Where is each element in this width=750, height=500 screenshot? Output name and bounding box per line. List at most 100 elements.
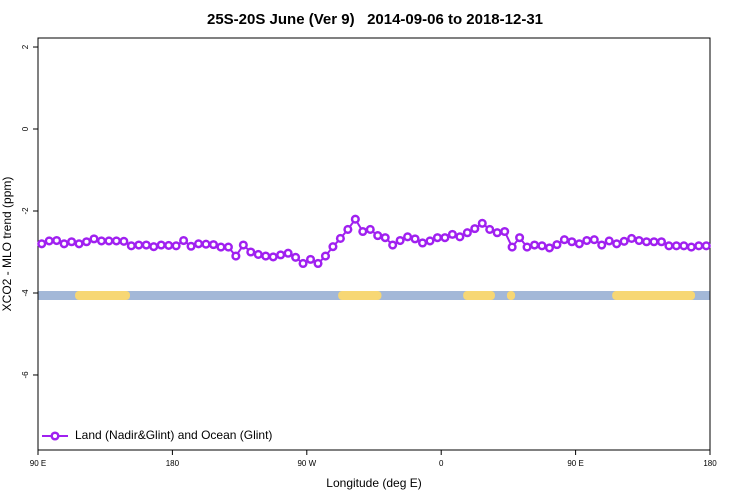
data-point [388, 240, 398, 250]
land-segment [612, 291, 696, 300]
data-point [350, 214, 360, 224]
data-point [634, 235, 644, 246]
data-point [328, 242, 338, 252]
data-point [432, 233, 443, 243]
data-point [59, 239, 69, 249]
data-point [253, 249, 263, 260]
data-point [216, 242, 226, 252]
data-point [126, 241, 136, 251]
x-tick-label: 180 [166, 459, 180, 468]
data-point [37, 239, 47, 249]
data-point [313, 258, 323, 269]
data-point [141, 240, 151, 250]
data-point [664, 241, 674, 251]
data-point [305, 254, 316, 264]
data-point [656, 237, 667, 247]
land-segment [338, 291, 382, 300]
y-tick-label: 0 [21, 126, 30, 131]
data-point [89, 234, 99, 244]
data-point [701, 241, 711, 251]
x-tick-label: 90 E [567, 459, 583, 468]
data-point [67, 237, 77, 247]
data-point [492, 228, 502, 238]
data-point [522, 242, 532, 252]
data-point [291, 252, 301, 262]
data-point [470, 224, 480, 234]
y-tick-label: -2 [21, 207, 30, 215]
data-point [671, 241, 681, 251]
data-point [597, 240, 607, 250]
land-segment [75, 291, 130, 300]
legend-marker [50, 431, 60, 441]
data-point [74, 239, 84, 249]
data-point [156, 240, 166, 250]
data-point [52, 235, 62, 246]
data-point [298, 258, 308, 269]
data-point [365, 224, 375, 234]
data-point [380, 233, 390, 243]
y-tick-label: -6 [21, 371, 30, 379]
data-point [604, 236, 614, 246]
data-point [231, 251, 241, 261]
land-segment [506, 291, 516, 300]
y-tick-label: -4 [21, 289, 30, 297]
data-point [193, 239, 204, 249]
data-point [104, 236, 114, 246]
data-point [612, 239, 622, 249]
data-point [544, 243, 555, 253]
data-point [119, 236, 129, 246]
data-point [686, 242, 696, 252]
data-point [417, 238, 428, 248]
data-point [201, 239, 211, 249]
data-point [261, 251, 271, 261]
data-point [268, 252, 278, 262]
data-point [529, 240, 540, 250]
x-tick-label: 180 [703, 459, 717, 468]
data-point [582, 235, 592, 246]
data-point [649, 237, 659, 247]
data-point [619, 236, 629, 246]
data-point [477, 218, 487, 228]
data-point [171, 241, 181, 251]
data-point [567, 237, 577, 247]
data-point [208, 240, 219, 250]
x-tick-label: 0 [439, 459, 444, 468]
data-point [111, 236, 121, 246]
data-point [186, 241, 196, 251]
data-point [283, 248, 293, 258]
data-point [589, 235, 599, 245]
data-point [627, 233, 637, 244]
x-tick-label: 90 E [30, 459, 46, 468]
data-point [246, 247, 256, 257]
data-point [223, 242, 233, 252]
x-axis-label: Longitude (deg E) [326, 476, 421, 490]
data-point [574, 239, 584, 249]
data-point [373, 231, 383, 241]
data-point [440, 233, 450, 243]
data-point [537, 241, 547, 251]
legend-label: Land (Nadir&Glint) and Ocean (Glint) [75, 428, 272, 442]
land-segment [463, 291, 495, 300]
data-point [552, 240, 562, 250]
data-point [44, 236, 54, 246]
y-axis-label: XCO2 - MLO trend (ppm) [0, 177, 14, 312]
data-point [410, 234, 420, 244]
data-point [425, 236, 435, 246]
data-point [320, 251, 331, 261]
data-point [358, 226, 368, 237]
data-point [507, 242, 517, 252]
data-point [500, 226, 510, 237]
data-point [81, 237, 92, 247]
data-point [559, 235, 569, 245]
data-point [149, 242, 159, 252]
data-point [515, 233, 525, 243]
data-point [96, 236, 107, 246]
data-point [641, 237, 652, 247]
y-tick-label: 2 [21, 44, 30, 49]
data-point [276, 250, 286, 260]
chart-title: 25S-20S June (Ver 9) 2014-09-06 to 2018-… [207, 11, 543, 28]
data-point [395, 235, 405, 246]
data-point [343, 224, 353, 234]
